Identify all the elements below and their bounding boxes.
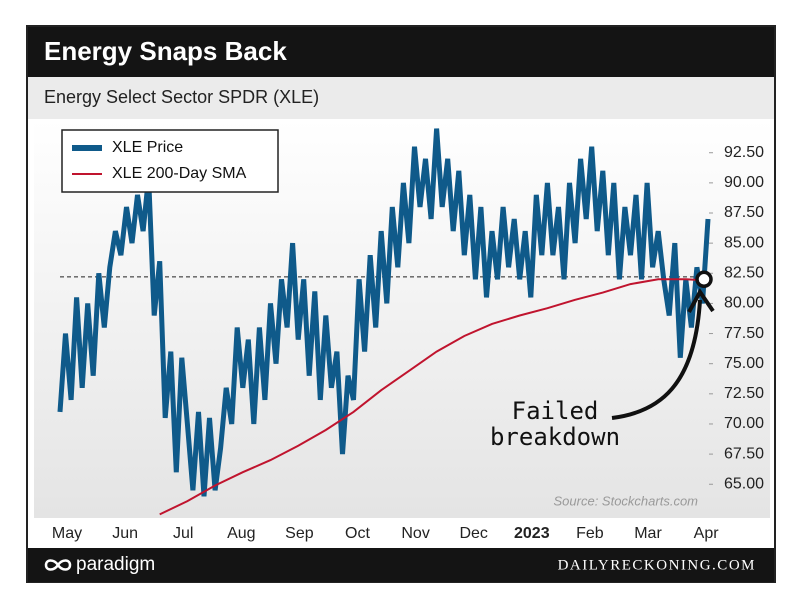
legend-label: XLE 200-Day SMA (112, 165, 247, 182)
y-tick-label: 67.50 (724, 445, 764, 462)
x-tick-label: Nov (401, 525, 429, 542)
y-tick-label: 65.00 (724, 475, 764, 492)
y-tick-label: 80.00 (724, 295, 764, 312)
y-tick-label: 72.50 (724, 385, 764, 402)
x-tick-label: Jul (173, 525, 193, 542)
x-tick-label: 2023 (514, 525, 550, 542)
x-tick-label: Apr (694, 525, 720, 542)
chart-subtitle: Energy Select Sector SPDR (XLE) (44, 87, 319, 107)
y-tick-label: 70.00 (724, 415, 764, 432)
series-line (57, 128, 711, 497)
legend-box (61, 129, 279, 193)
brand-logo (44, 559, 72, 571)
annotation: Failed breakdown (490, 397, 620, 451)
annotation-arrow (611, 299, 702, 420)
x-tick-label: Mar (634, 525, 662, 542)
y-tick-label: 90.00 (724, 174, 764, 191)
x-tick-label: Dec (459, 525, 487, 542)
chart-title: Energy Snaps Back (44, 36, 287, 66)
legend-label: XLE Price (112, 139, 183, 156)
brand-right: DAILYRECKONING.COM (558, 557, 756, 573)
breakdown-marker (695, 270, 713, 289)
x-tick-label: Jun (112, 525, 138, 542)
arrow-head (687, 288, 715, 313)
y-tick-label: 92.50 (724, 144, 764, 161)
y-tick-label: 77.50 (724, 325, 764, 342)
subtitle-bar (28, 77, 774, 119)
x-tick-label: Oct (345, 525, 370, 542)
footer-bar (28, 548, 774, 582)
y-tick-label: 75.00 (724, 355, 764, 372)
plot: 65.00 67.50 70.00 72.50 75.00 77.50 80.00 82.50… (52, 128, 764, 542)
series-line (159, 278, 709, 516)
x-tick-label: Sep (285, 525, 314, 542)
y-tick-label: 85.00 (724, 234, 764, 251)
x-tick-label: Feb (576, 525, 604, 542)
x-tick-label: May (52, 525, 82, 542)
source: Source: Stockcharts.com (554, 493, 699, 508)
y-tick-label: 87.50 (724, 204, 764, 221)
y-tick-label: 82.50 (724, 264, 764, 281)
brand-left: paradigm (76, 554, 155, 575)
x-tick-label: Aug (227, 525, 255, 542)
title-bar (28, 27, 774, 77)
